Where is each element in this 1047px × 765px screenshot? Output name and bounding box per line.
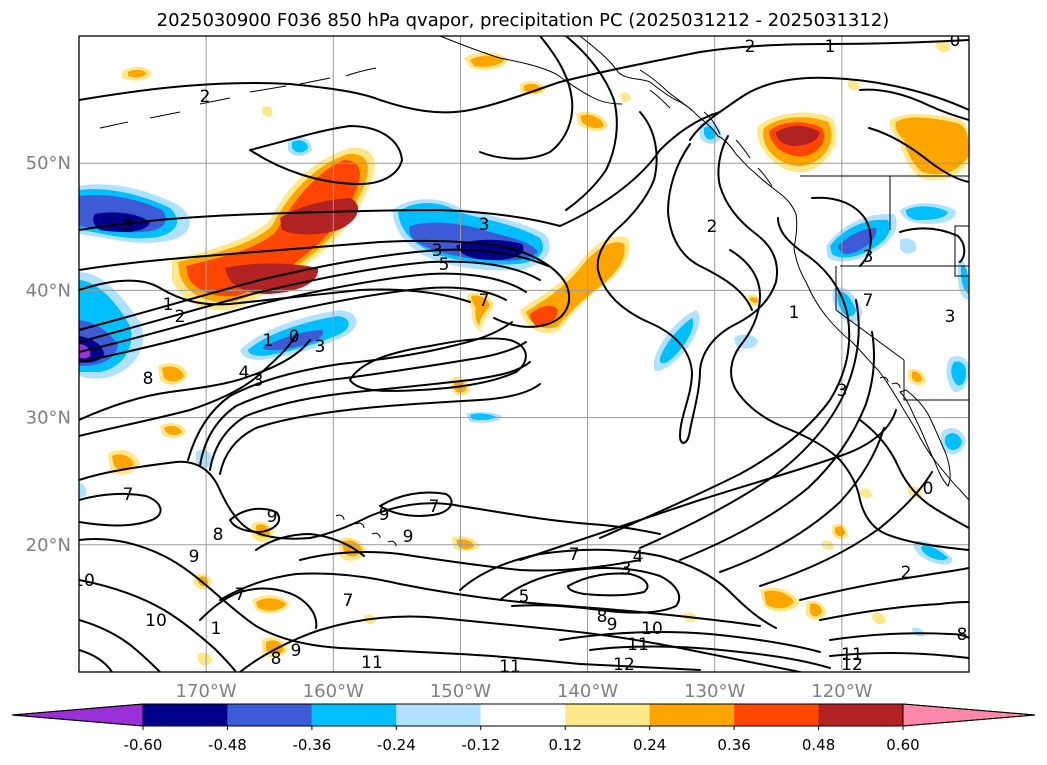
colorbar-tick-label: -0.12 [461, 736, 500, 754]
colorbar-bin [734, 704, 818, 726]
contour-label: 7 [343, 591, 354, 611]
colorbar-bin [396, 704, 480, 726]
contour-label: 8 [957, 625, 968, 645]
colorbar-bin [312, 704, 396, 726]
colorbar: -0.60 -0.48 -0.36 -0.24 -0.12 0.12 0.24 0.36 0.4… [12, 704, 1035, 754]
contour-label: 1 [825, 37, 836, 57]
contour-label: 2 [175, 307, 186, 327]
colorbar-bin [481, 704, 565, 726]
colorbar-tick-label: 0.48 [802, 736, 835, 754]
contour-label: 2 [901, 563, 912, 583]
colorbar-tick-label: 0.24 [633, 736, 666, 754]
colorbar-tick-label: -0.60 [124, 736, 163, 754]
colorbar-extend-high [903, 704, 1035, 726]
lat-tick-label: 40°N [26, 280, 71, 301]
contour-label: 3 [253, 371, 264, 391]
contour-label: 9 [379, 505, 390, 525]
contour-label: 10 [73, 571, 95, 591]
contour-label: 9 [403, 527, 414, 547]
lon-tick-label: 160°W [303, 681, 364, 702]
contour-label: 9 [291, 641, 302, 661]
contour-label: 1 [211, 619, 222, 639]
contour-label: 11 [627, 635, 649, 655]
contour-label: 11 [361, 653, 383, 673]
colorbar-tick-label: -0.48 [208, 736, 247, 754]
latitude-axis: 50°N 40°N 30°N 20°N [26, 153, 71, 556]
colorbar-bin [565, 704, 649, 726]
colorbar-tick-label: -0.36 [292, 736, 331, 754]
map-panel: 2 1 0223523121 0 38 4 37373130789 997910107 78 95… [73, 31, 969, 677]
chart-title: 2025030900 F036 850 hPa qvapor, precipit… [157, 10, 890, 31]
lat-tick-label: 20°N [26, 535, 71, 556]
contour-label: 3 [837, 381, 848, 401]
contour-label: 2 [123, 217, 134, 237]
lon-tick-label: 120°W [811, 681, 872, 702]
contour-label: 0 [950, 31, 961, 51]
contour-label: 3 [315, 337, 326, 357]
colorbar-tick-label: 0.12 [549, 736, 582, 754]
colorbar-bin [143, 704, 227, 726]
lon-tick-label: 170°W [176, 681, 237, 702]
colorbar-extend-low [12, 704, 143, 726]
colorbar-bin [819, 704, 903, 726]
contour-label: 9 [267, 507, 278, 527]
colorbar-tick-label: -0.24 [377, 736, 416, 754]
contour-label: 8 [143, 369, 154, 389]
contour-label: 1 [789, 303, 800, 323]
contour-label: 2 [707, 217, 718, 237]
lat-tick-label: 50°N [26, 153, 71, 174]
contour-label: 1 [163, 295, 174, 315]
contour-label: 1 [263, 331, 274, 351]
contour-label: 8 [271, 649, 282, 669]
contour-label: 3 [432, 241, 443, 261]
contour-label: 7 [123, 485, 134, 505]
contour-label: 7 [863, 291, 874, 311]
contour-label: 4 [633, 547, 644, 567]
contour-label: 3 [945, 307, 956, 327]
contour-label: 3 [621, 559, 632, 579]
contour-label: 8 [213, 525, 224, 545]
contour-label: 9 [189, 547, 200, 567]
contour-label: 4 [239, 363, 250, 383]
colorbar-tick-label: 0.36 [717, 736, 750, 754]
contour-label: 3 [863, 247, 874, 267]
contour-label: 11 [499, 657, 521, 677]
contour-label: 7 [429, 497, 440, 517]
contour-label: 7 [569, 545, 580, 565]
contour-label: 3 [479, 215, 490, 235]
contour-label: 10 [145, 611, 167, 631]
lon-tick-label: 150°W [430, 681, 491, 702]
contour-label: 7 [235, 585, 246, 605]
contour-label: 5 [519, 587, 530, 607]
colorbar-bin [650, 704, 734, 726]
contour-label: 0 [289, 327, 300, 347]
contour-label: 2 [200, 87, 211, 107]
longitude-axis: 170°W 160°W 150°W 140°W 130°W 120°W [176, 681, 873, 702]
lon-tick-label: 130°W [684, 681, 745, 702]
colorbar-bin [227, 704, 311, 726]
lat-tick-label: 30°N [26, 408, 71, 429]
contour-label: 9 [607, 615, 618, 635]
lon-tick-label: 140°W [557, 681, 618, 702]
contour-label: 0 [923, 479, 934, 499]
colorbar-tick-label: 0.60 [886, 736, 919, 754]
contour-label: 7 [479, 291, 490, 311]
contour-label: 2 [745, 37, 756, 57]
